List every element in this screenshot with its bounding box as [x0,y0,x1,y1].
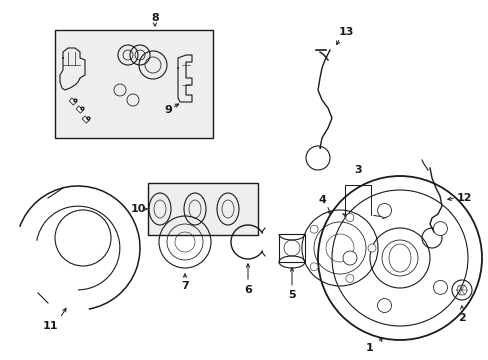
Circle shape [342,251,356,265]
Text: 4: 4 [317,195,325,205]
Circle shape [309,263,318,271]
Text: 7: 7 [181,281,188,291]
Text: 1: 1 [366,343,373,353]
Text: 11: 11 [42,321,58,331]
Bar [76,106,83,113]
Circle shape [309,225,318,233]
Text: 13: 13 [338,27,353,37]
Bar [82,116,89,123]
Circle shape [432,280,447,294]
Circle shape [377,203,391,217]
Text: 10: 10 [130,204,145,214]
Text: 9: 9 [164,105,172,115]
Bar [55,30,213,138]
Text: 5: 5 [287,290,295,300]
Bar [69,98,76,105]
Text: 2: 2 [457,313,465,323]
Bar [148,183,258,235]
Text: 8: 8 [151,13,159,23]
Circle shape [367,244,375,252]
Bar [279,234,305,262]
Text: 12: 12 [455,193,471,203]
Circle shape [345,274,353,283]
Text: 3: 3 [353,165,361,175]
Circle shape [377,298,391,312]
Circle shape [432,222,447,235]
Circle shape [345,213,353,221]
Text: 6: 6 [244,285,251,295]
